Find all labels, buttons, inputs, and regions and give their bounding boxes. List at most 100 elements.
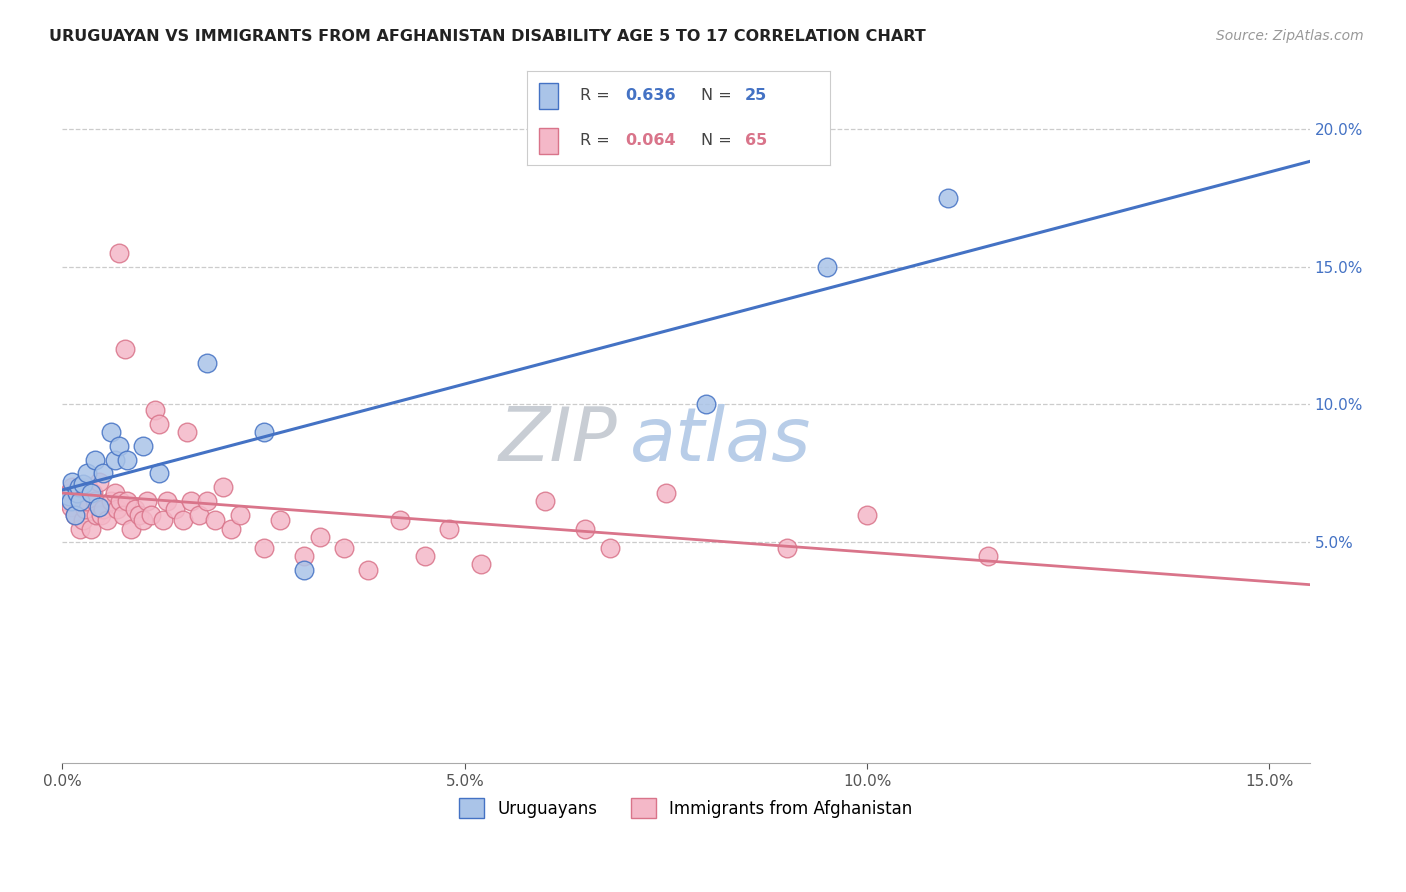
Text: atlas: atlas [630,403,811,475]
Point [695,397,717,411]
Point [76,467,98,481]
Text: 65: 65 [745,133,768,148]
Point [83,452,105,467]
Text: 0.636: 0.636 [626,88,676,103]
Point [815,260,838,274]
Point [115,452,138,467]
Point [58,489,80,503]
FancyBboxPatch shape [540,128,558,153]
Point [292,563,315,577]
Point [55,494,77,508]
Point [357,563,380,577]
Point [309,530,332,544]
Point [114,343,136,357]
Point [180,494,202,508]
Point [91,467,114,481]
Point [599,541,621,555]
Point [115,494,138,508]
Point [655,485,678,500]
Point [165,502,187,516]
Point [139,508,162,522]
Point [253,425,276,439]
Point [143,403,166,417]
Text: Source: ZipAtlas.com: Source: ZipAtlas.com [1216,29,1364,43]
Point [110,494,132,508]
Point [124,502,146,516]
Point [67,480,90,494]
Point [72,477,94,491]
Point [148,467,170,481]
Point [63,508,86,522]
Point [100,425,122,439]
Point [76,494,98,508]
Point [470,558,492,572]
Text: R =: R = [581,88,614,103]
Point [59,500,82,514]
Point [132,513,155,527]
Point [534,494,557,508]
Point [111,508,134,522]
Point [59,494,82,508]
Point [79,522,101,536]
Point [100,494,122,508]
Point [574,522,596,536]
Text: 25: 25 [745,88,768,103]
Point [333,541,356,555]
Point [77,480,100,494]
Point [221,522,243,536]
Text: URUGUAYAN VS IMMIGRANTS FROM AFGHANISTAN DISABILITY AGE 5 TO 17 CORRELATION CHAR: URUGUAYAN VS IMMIGRANTS FROM AFGHANISTAN… [49,29,927,44]
Point [66,489,89,503]
Point [172,513,194,527]
Point [83,494,105,508]
Legend: Uruguayans, Immigrants from Afghanistan: Uruguayans, Immigrants from Afghanistan [453,791,920,825]
Point [195,494,218,508]
Point [775,541,797,555]
Point [128,508,150,522]
Text: R =: R = [581,133,614,148]
Point [63,508,86,522]
Point [132,439,155,453]
Point [437,522,460,536]
Point [84,508,107,522]
Point [269,513,291,527]
Text: N =: N = [702,133,737,148]
Point [90,508,112,522]
Point [73,502,96,516]
Point [82,485,104,500]
Text: N =: N = [702,88,737,103]
Point [120,522,142,536]
Point [66,485,89,500]
Point [105,502,128,516]
Point [152,513,174,527]
Point [136,494,159,508]
Point [108,439,131,453]
Point [204,513,226,527]
Point [212,480,235,494]
Point [108,245,131,260]
Point [156,494,179,508]
Point [292,549,315,564]
Point [104,485,127,500]
Text: 0.064: 0.064 [626,133,676,148]
Point [72,513,94,527]
FancyBboxPatch shape [540,83,558,109]
Point [60,475,83,489]
Point [79,485,101,500]
Point [58,485,80,500]
Point [69,494,91,508]
Point [176,425,198,439]
Point [936,190,959,204]
Point [67,494,90,508]
Point [389,513,412,527]
Point [856,508,879,522]
Point [96,513,118,527]
Point [188,508,211,522]
Point [69,522,91,536]
Point [148,417,170,431]
Point [253,541,276,555]
Point [195,356,218,370]
Point [60,480,83,494]
Point [104,452,127,467]
Point [91,502,114,516]
Text: ZIP: ZIP [499,403,617,475]
